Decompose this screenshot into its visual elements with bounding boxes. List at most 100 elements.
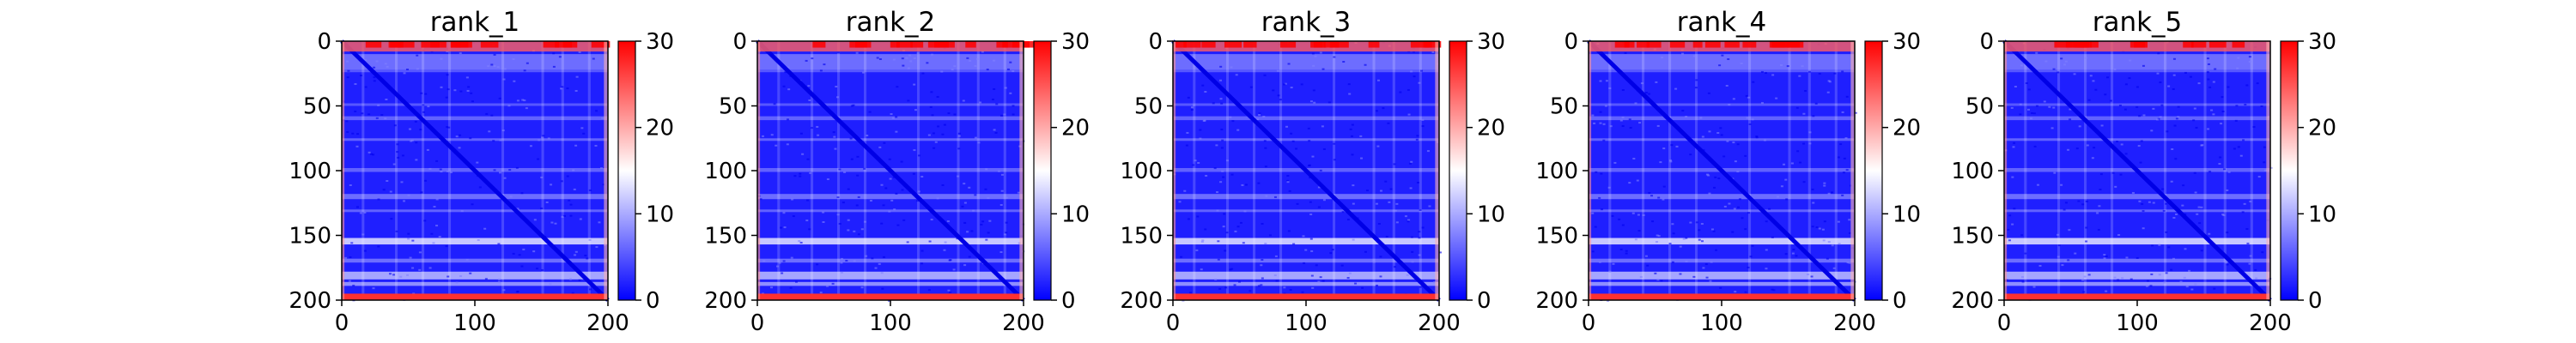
heatmap-speckle [957, 132, 961, 135]
heatmap-speckle [1309, 214, 1313, 216]
heatmap-speckle [1822, 239, 1826, 242]
heatmap-speckle [488, 130, 491, 133]
heatmap-speckle [1382, 107, 1385, 110]
heatmap-speckle [1003, 233, 1006, 236]
heatmap-speckle [953, 65, 957, 68]
heatmap-speckle [782, 212, 786, 214]
heatmap-speckle [1710, 261, 1713, 263]
heatmap-speckle [994, 131, 998, 134]
heatmap-speckle [1638, 122, 1642, 124]
heatmap-speckle [537, 158, 540, 160]
heatmap-speckle [424, 93, 428, 95]
heatmap-col-band [1668, 41, 1672, 300]
heatmap-speckle [940, 70, 944, 73]
heatmap-row-band [2004, 209, 2270, 213]
heatmap-speckle [427, 105, 430, 108]
chart-title: rank_1 [430, 7, 520, 38]
heatmap-speckle [1221, 170, 1224, 172]
heatmap-speckle [1220, 128, 1224, 130]
heatmap-speckle [1707, 174, 1710, 177]
heatmap-speckle [428, 167, 432, 170]
heatmap-speckle [1843, 157, 1846, 159]
heatmap-speckle [1283, 286, 1286, 289]
heatmap-speckle [2145, 285, 2148, 287]
heatmap-speckle [2165, 272, 2168, 274]
heatmap-speckle [502, 289, 506, 292]
heatmap-speckle [2136, 86, 2139, 88]
heatmap-speckle [2067, 259, 2070, 262]
heatmap-speckle [1726, 140, 1729, 142]
x-tick-label: 0 [1166, 310, 1181, 336]
heatmap-speckle [1591, 114, 1595, 117]
heatmap-speckle [2158, 274, 2161, 276]
heatmap-speckle [1249, 86, 1253, 88]
heatmap-speckle [943, 249, 946, 251]
heatmap-speckle [1229, 268, 1232, 271]
heatmap-speckle [1389, 188, 1393, 190]
heatmap-speckle [878, 57, 882, 60]
heatmap-speckle [1218, 287, 1222, 290]
heatmap-speckle [1702, 267, 1705, 269]
heatmap-speckle [1827, 80, 1831, 82]
heatmap-speckle [1689, 221, 1692, 224]
heatmap-speckle [1656, 279, 1660, 281]
heatmap-speckle [459, 52, 462, 55]
heatmap-speckle [1612, 262, 1615, 265]
heatmap-speckle [1675, 145, 1679, 147]
heatmap-speckle [1591, 250, 1595, 253]
heatmap-speckle [1738, 198, 1741, 201]
heatmap-speckle [410, 139, 414, 141]
heatmap-speckle [1832, 267, 1836, 269]
heatmap-speckle [2198, 222, 2202, 225]
heatmap-row-band [2004, 281, 2270, 286]
heatmap-speckle [1705, 276, 1709, 279]
heatmap-speckle [1634, 238, 1637, 241]
heatmap-top-spot [1742, 41, 1757, 48]
heatmap-speckle [836, 51, 840, 53]
heatmap-speckle [2249, 201, 2252, 203]
heatmap-speckle [1621, 89, 1625, 92]
x-tick-label: 100 [869, 310, 912, 336]
heatmap-speckle [1379, 256, 1382, 258]
heatmap-col-band [1788, 41, 1791, 300]
heatmap-speckle [407, 194, 410, 196]
heatmap-speckle [2254, 268, 2257, 271]
heatmap-speckle [1341, 211, 1345, 214]
heatmap-row-band [757, 103, 1024, 106]
heatmap-speckle [1671, 223, 1674, 226]
heatmap-speckle [2085, 226, 2088, 229]
heatmap-speckle [412, 292, 416, 295]
heatmap-speckle [963, 202, 967, 204]
heatmap-speckle [1608, 270, 1612, 273]
heatmap-speckle [1220, 102, 1224, 105]
heatmap-speckle [1224, 250, 1227, 252]
heatmap-speckle [516, 99, 519, 102]
heatmap-speckle [857, 196, 860, 198]
heatmap-speckle [1723, 205, 1727, 208]
heatmap-speckle [540, 208, 544, 210]
heatmap-speckle [1000, 173, 1004, 176]
heatmap-speckle [1748, 123, 1752, 125]
heatmap-speckle [2167, 246, 2171, 249]
heatmap-speckle [1746, 117, 1749, 119]
x-tick-label: 100 [1700, 310, 1743, 336]
heatmap-speckle [1708, 130, 1711, 133]
heatmap-speckle [2220, 123, 2223, 125]
heatmap-speckle [1201, 239, 1205, 242]
heatmap-speckle [415, 141, 418, 144]
heatmap-speckle [928, 240, 932, 243]
heatmap-row-band [1173, 258, 1439, 263]
heatmap-speckle [835, 96, 839, 99]
heatmap-speckle [2060, 184, 2063, 186]
x-tick-label: 0 [1582, 310, 1596, 336]
heatmap-col-band [395, 41, 398, 300]
heatmap-speckle [1605, 80, 1608, 82]
heatmap-speckle [1359, 135, 1363, 137]
heatmap-speckle [459, 134, 462, 136]
heatmap-speckle [1826, 257, 1829, 260]
colorbar-tick-label: 0 [2308, 288, 2323, 314]
heatmap-speckle [2175, 117, 2178, 120]
heatmap-speckle [2082, 291, 2086, 293]
heatmap-speckle [477, 238, 480, 241]
heatmap-speckle [2136, 105, 2139, 108]
